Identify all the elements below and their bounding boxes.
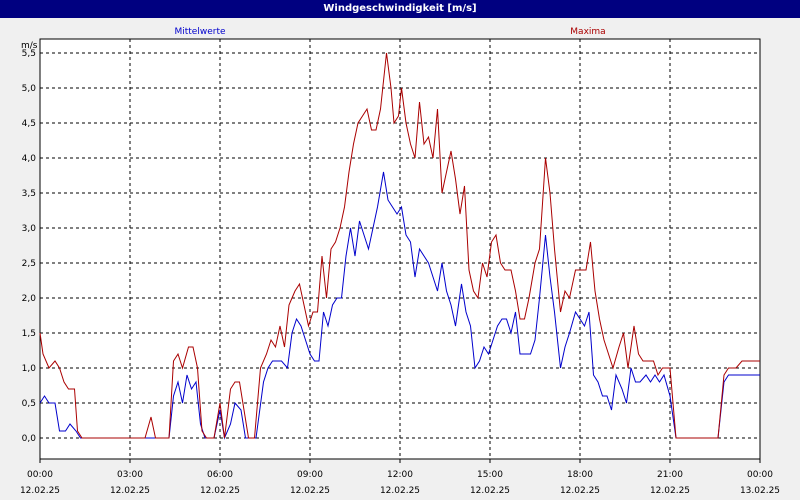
y-tick-label: 5,0 xyxy=(22,84,37,94)
x-tick-date: 12.02.25 xyxy=(290,486,330,496)
y-tick-label: 1,5 xyxy=(22,329,36,339)
y-tick-label: 0,0 xyxy=(22,434,37,444)
x-tick-time: 00:00 xyxy=(747,470,773,480)
x-tick-date: 12.02.25 xyxy=(20,486,60,496)
legend: Mittelwerte Maxima xyxy=(174,27,605,37)
y-tick-label: 0,5 xyxy=(22,399,36,409)
x-tick-date: 12.02.25 xyxy=(380,486,420,496)
x-tick-time: 00:00 xyxy=(27,470,53,480)
x-tick-time: 15:00 xyxy=(477,470,503,480)
x-tick-time: 21:00 xyxy=(657,470,683,480)
legend-mittelwerte: Mittelwerte xyxy=(174,27,225,37)
y-tick-label: 3,5 xyxy=(22,189,36,199)
y-tick-label: 2,5 xyxy=(22,259,36,269)
y-tick-label: 4,5 xyxy=(22,119,36,129)
y-tick-label: 1,0 xyxy=(22,364,37,374)
x-tick-time: 03:00 xyxy=(117,470,143,480)
x-tick-time: 12:00 xyxy=(387,470,413,480)
x-tick-time: 06:00 xyxy=(207,470,233,480)
x-tick-date: 12.02.25 xyxy=(470,486,510,496)
legend-maxima: Maxima xyxy=(570,27,605,37)
y-axis-label: m/s xyxy=(21,41,38,51)
x-tick-date: 12.02.25 xyxy=(560,486,600,496)
y-tick-label: 3,0 xyxy=(22,224,37,234)
y-tick-label: 2,0 xyxy=(22,294,37,304)
y-tick-label: 5,5 xyxy=(22,49,36,59)
x-tick-time: 18:00 xyxy=(567,470,593,480)
series-lines xyxy=(39,52,760,440)
x-tick-time: 09:00 xyxy=(297,470,323,480)
x-tick-date: 12.02.25 xyxy=(650,486,690,496)
x-axis-ticks: 00:00 12.02.25 03:00 12.02.25 06:00 12.02.25 0… xyxy=(20,459,780,496)
series-line-maxima xyxy=(39,52,760,439)
y-axis-ticks: 0,0 0,5 1,0 1,5 2,0 2,5 3,0 3,5 4,0 4,5 5,0 5,5 xyxy=(22,49,37,444)
chart-title: Windgeschwindigkeit [m/s] xyxy=(0,0,800,18)
x-tick-date: 13.02.25 xyxy=(740,486,780,496)
x-tick-date: 12.02.25 xyxy=(200,486,240,496)
y-tick-label: 4,0 xyxy=(22,154,37,164)
grid-lines xyxy=(40,39,760,459)
x-tick-date: 12.02.25 xyxy=(110,486,150,496)
